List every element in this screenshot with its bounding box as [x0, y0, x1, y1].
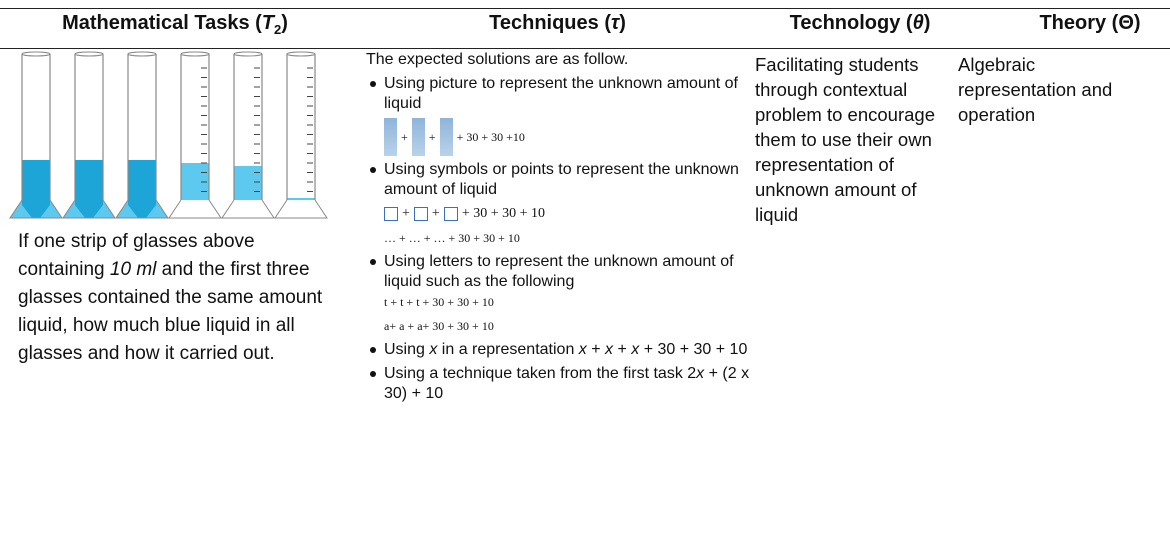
- tube-fill: [234, 166, 262, 200]
- tube-rim: [286, 51, 316, 57]
- header: Theory (Θ): [1020, 12, 1160, 35]
- tube-rim: [180, 51, 210, 57]
- tube-base: [62, 199, 116, 219]
- text: +: [586, 341, 606, 358]
- text: Using symbols or points to represent the…: [384, 161, 739, 198]
- header-symbol: θ: [912, 12, 924, 34]
- tube-rim: [233, 51, 263, 57]
- header-symbol: T: [261, 12, 275, 34]
- text: + 30 + 30 + 10: [639, 341, 748, 358]
- rule: [0, 8, 1170, 9]
- task-cell: If one strip of glasses above containing…: [18, 228, 328, 368]
- text: Using: [384, 341, 430, 358]
- header-text: ): [923, 12, 931, 34]
- tube: [127, 54, 157, 200]
- icon: [384, 118, 397, 156]
- tube-fill: [287, 198, 315, 200]
- header-text: Theory (Θ): [1039, 12, 1141, 34]
- tube-rim: [21, 51, 51, 57]
- text: + 30 + 30 +10: [456, 130, 525, 144]
- text: +: [402, 206, 410, 221]
- header-text: Technology (: [789, 12, 913, 34]
- bullet: Using picture to represent the unknown a…: [366, 74, 751, 156]
- formula: + + + 30 + 30 + 10: [384, 204, 751, 224]
- header: Mathematical Tasks (T2): [20, 12, 330, 37]
- icon: [384, 207, 398, 221]
- tube-fill: [128, 160, 156, 218]
- tube: [233, 54, 263, 200]
- formula: + + + 30 + 30 +10: [384, 118, 751, 156]
- theory-cell: Algebraic representation and operation: [958, 54, 1113, 125]
- techniques-cell: The expected solutions are as follow. Us…: [366, 50, 751, 404]
- text: x: [696, 365, 705, 382]
- text: + 30 + 30 + 10: [461, 206, 545, 221]
- text: Using picture to represent the unknown a…: [384, 75, 738, 112]
- glasses-illustration: [9, 51, 328, 219]
- text: +: [401, 130, 408, 144]
- technology-cell: Facilitating students through contextual…: [755, 54, 935, 225]
- header-symbol: τ: [611, 12, 620, 34]
- text: x: [631, 341, 640, 358]
- tube-base: [115, 199, 169, 219]
- tube-fill: [75, 160, 103, 218]
- bullet: Using symbols or points to represent the…: [366, 160, 751, 248]
- text: x: [578, 341, 587, 358]
- formula: … + … + … + 30 + 30 + 10: [384, 231, 520, 245]
- list: Using picture to represent the unknown a…: [366, 74, 751, 404]
- header-text: ): [619, 12, 626, 34]
- header-text: Techniques (: [489, 12, 611, 34]
- tube-rim: [74, 51, 104, 57]
- tube-rim: [127, 51, 157, 57]
- tube-base: [9, 199, 63, 219]
- text: +: [428, 130, 436, 144]
- text: +: [613, 341, 632, 358]
- bullet: Using letters to represent the unknown a…: [366, 252, 751, 336]
- header: Technology (θ): [755, 12, 965, 35]
- rule: [0, 48, 1170, 49]
- text: Using letters to represent the unknown a…: [384, 253, 734, 290]
- text: If one strip of glasses above containing: [18, 231, 255, 280]
- tube-base: [168, 199, 222, 219]
- icon: [443, 207, 458, 221]
- icon: [411, 118, 425, 156]
- tube: [286, 54, 316, 200]
- text: and the first three glasses contained th…: [18, 259, 323, 364]
- header-text: ): [281, 12, 288, 34]
- tube-base: [221, 199, 275, 219]
- text: Using a technique taken from the first t…: [384, 365, 697, 382]
- header-text: Mathematical Tasks (: [62, 12, 262, 34]
- tube-base: [274, 199, 328, 219]
- icon: [439, 118, 453, 156]
- tube: [180, 54, 210, 200]
- text: + (2 x 30) + 10: [384, 365, 750, 402]
- tube: [74, 54, 104, 200]
- text: The expected solutions are as follow.: [366, 51, 629, 68]
- text: x: [605, 341, 614, 358]
- text: 10 ml: [109, 259, 157, 280]
- text: in a representation: [437, 341, 579, 358]
- bullet: Using x in a representation x + x + x + …: [366, 340, 751, 360]
- tube: [21, 54, 51, 200]
- text: x: [429, 341, 438, 358]
- header-sub: 2: [274, 22, 282, 37]
- formula: a+ a + a+ 30 + 30 + 10: [384, 319, 494, 333]
- header: Techniques (τ): [365, 12, 750, 35]
- bullet: Using a technique taken from the first t…: [366, 364, 751, 404]
- tube-fill: [22, 160, 50, 218]
- formula: t + t + t + 30 + 30 + 10: [384, 295, 494, 309]
- icon: [413, 207, 428, 221]
- text: +: [431, 206, 440, 221]
